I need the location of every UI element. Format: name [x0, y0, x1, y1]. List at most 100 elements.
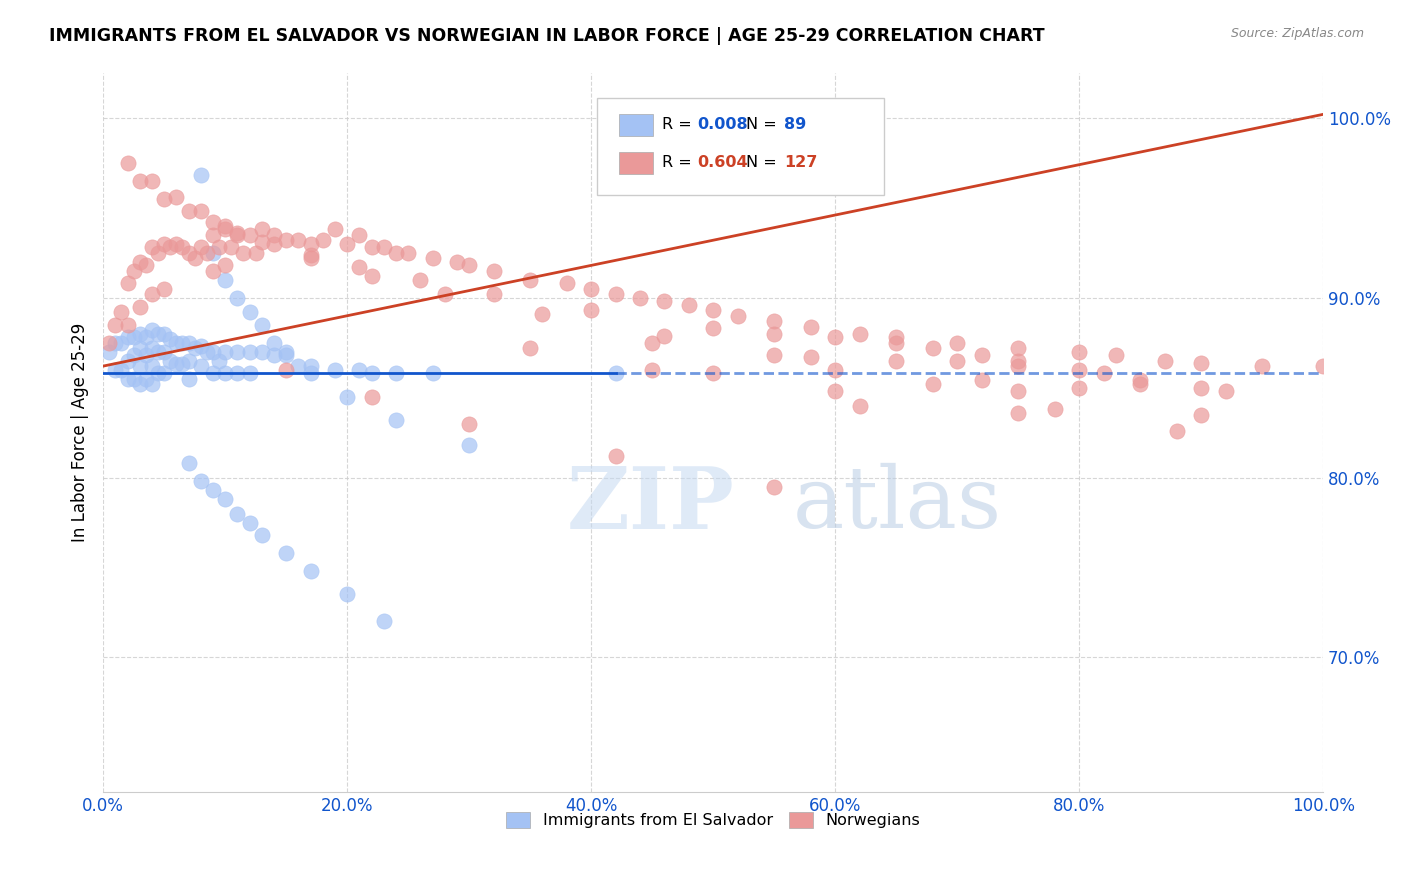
Point [238, 227, 260, 242]
Text: N =: N = [747, 155, 782, 170]
Point [763, 348, 786, 362]
Point [641, 335, 664, 350]
Point [177, 245, 200, 260]
Point [172, 335, 194, 350]
Point [276, 233, 298, 247]
Point [195, 245, 218, 260]
Point [763, 326, 786, 341]
Point [884, 335, 907, 350]
Point [226, 344, 249, 359]
Point [763, 314, 786, 328]
Point [1129, 374, 1152, 388]
Point [482, 287, 505, 301]
Point [299, 359, 322, 373]
Point [159, 240, 181, 254]
Point [800, 350, 823, 364]
Point [128, 300, 150, 314]
Point [141, 359, 163, 373]
Point [165, 335, 187, 350]
Point [135, 259, 157, 273]
Point [146, 326, 169, 341]
Text: N =: N = [747, 117, 782, 132]
Point [128, 255, 150, 269]
Point [396, 245, 419, 260]
Point [824, 330, 846, 344]
Point [117, 277, 139, 291]
Point [214, 492, 236, 507]
Point [250, 528, 273, 542]
Point [263, 335, 285, 350]
Point [336, 236, 359, 251]
Point [727, 309, 749, 323]
Point [970, 374, 993, 388]
FancyBboxPatch shape [598, 98, 884, 195]
Point [177, 372, 200, 386]
Point [263, 348, 285, 362]
Point [250, 235, 273, 249]
Point [555, 277, 578, 291]
Text: IMMIGRANTS FROM EL SALVADOR VS NORWEGIAN IN LABOR FORCE | AGE 25-29 CORRELATION : IMMIGRANTS FROM EL SALVADOR VS NORWEGIAN… [49, 27, 1045, 45]
Point [763, 480, 786, 494]
Point [159, 353, 181, 368]
Text: R =: R = [662, 117, 697, 132]
Point [128, 326, 150, 341]
Point [652, 328, 675, 343]
Point [128, 359, 150, 373]
Point [172, 357, 194, 371]
Point [970, 348, 993, 362]
Point [214, 222, 236, 236]
Point [232, 245, 254, 260]
Point [117, 330, 139, 344]
Point [226, 226, 249, 240]
Point [190, 339, 212, 353]
Point [519, 341, 541, 355]
Point [172, 240, 194, 254]
Point [1007, 341, 1029, 355]
Point [884, 353, 907, 368]
Point [195, 344, 218, 359]
Point [276, 348, 298, 362]
Point [1069, 344, 1091, 359]
Point [946, 335, 969, 350]
Point [122, 264, 145, 278]
Point [824, 362, 846, 376]
Point [177, 204, 200, 219]
Point [1312, 359, 1334, 373]
Point [117, 318, 139, 332]
Point [299, 564, 322, 578]
Point [135, 330, 157, 344]
Point [135, 372, 157, 386]
Point [1129, 377, 1152, 392]
Point [299, 366, 322, 380]
Point [605, 287, 627, 301]
Point [183, 251, 205, 265]
Point [628, 291, 651, 305]
Point [117, 156, 139, 170]
Point [605, 366, 627, 380]
Point [605, 449, 627, 463]
Point [104, 362, 127, 376]
Point [1007, 384, 1029, 399]
Point [458, 438, 481, 452]
Point [214, 366, 236, 380]
Point [219, 240, 242, 254]
Point [360, 390, 382, 404]
Point [678, 298, 700, 312]
Point [226, 366, 249, 380]
Point [153, 282, 176, 296]
Point [422, 251, 444, 265]
Point [177, 335, 200, 350]
Point [98, 335, 121, 350]
Point [360, 240, 382, 254]
Point [1251, 359, 1274, 373]
Point [128, 174, 150, 188]
Point [336, 587, 359, 601]
Point [153, 326, 176, 341]
Point [122, 372, 145, 386]
Point [299, 251, 322, 265]
Point [190, 359, 212, 373]
Point [214, 344, 236, 359]
Point [183, 341, 205, 355]
Y-axis label: In Labor Force | Age 25-29: In Labor Force | Age 25-29 [72, 323, 89, 542]
Point [226, 291, 249, 305]
